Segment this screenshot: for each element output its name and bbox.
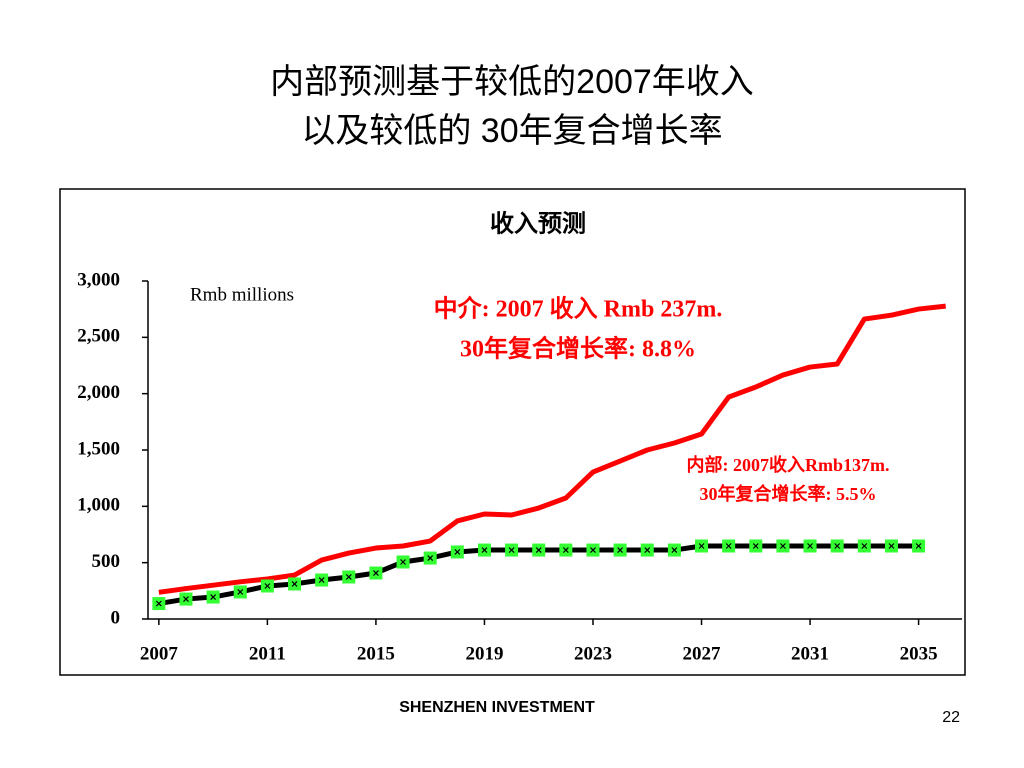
y-tick-label: 1,000 — [77, 495, 120, 516]
x-tick-label: 2023 — [574, 643, 612, 664]
marker-cross — [210, 594, 217, 600]
y-tick-label: 2,500 — [77, 326, 120, 347]
y-tick-label: 3,000 — [77, 269, 120, 290]
x-tick-label: 2031 — [791, 643, 829, 664]
marker-cross — [617, 547, 624, 553]
marker-cross — [291, 581, 298, 587]
series-line — [158, 303, 946, 595]
x-tick-label: 2027 — [683, 643, 722, 664]
marker-cross — [671, 547, 678, 553]
marker-cross — [807, 543, 813, 549]
marker-cross — [183, 596, 189, 602]
footer: SHENZHEN INVESTMENT — [399, 699, 595, 716]
marker-cross — [155, 600, 162, 607]
y-tick-label: 1,500 — [77, 438, 120, 459]
marker-cross — [861, 543, 868, 549]
x-tick-label: 2007 — [140, 643, 179, 664]
slide-title: 内部预测基于较低的2007年收入 — [270, 63, 754, 101]
x-tick-label: 2019 — [465, 643, 503, 664]
marker-cross — [481, 547, 488, 553]
annotation: 30年复合增长率: 5.5% — [700, 483, 877, 504]
marker-cross — [698, 543, 705, 549]
marker-cross — [834, 543, 841, 549]
y-tick-label: 2,000 — [77, 382, 120, 403]
annotation: 中介: 2007 收入 Rmb 237m. — [434, 296, 723, 323]
x-tick-label: 2015 — [357, 643, 395, 664]
marker-cross — [400, 559, 406, 565]
marker-cross — [427, 555, 434, 561]
marker-cross — [345, 574, 352, 580]
annotation: 30年复合增长率: 8.8% — [460, 335, 696, 363]
marker-cross — [237, 589, 244, 595]
marker-cross — [779, 543, 786, 549]
marker-cross — [644, 547, 651, 553]
marker-cross — [915, 543, 922, 549]
chart-frame — [59, 188, 966, 676]
marker-cross — [508, 547, 515, 553]
marker-cross — [752, 543, 759, 549]
marker-cross — [372, 570, 379, 576]
y-tick-label: 0 — [111, 607, 121, 628]
marker-cross — [562, 547, 569, 553]
marker-cross — [264, 583, 271, 589]
marker-cross — [888, 543, 895, 549]
slide-title: 以及较低的 30年复合增长率 — [301, 112, 722, 150]
chart-title: 收入预测 — [490, 211, 586, 238]
page-number: 22 — [942, 709, 960, 726]
y-tick-label: 500 — [92, 551, 121, 572]
x-tick-label: 2011 — [249, 643, 286, 664]
x-tick-label: 2035 — [900, 643, 938, 664]
marker-cross — [535, 547, 542, 553]
marker-cross — [725, 543, 732, 549]
unit-note: Rmb millions — [190, 284, 294, 305]
marker-cross — [590, 547, 596, 553]
marker-cross — [454, 549, 461, 555]
marker-cross — [318, 577, 325, 583]
annotation: 内部: 2007收入Rmb137m. — [687, 454, 890, 475]
